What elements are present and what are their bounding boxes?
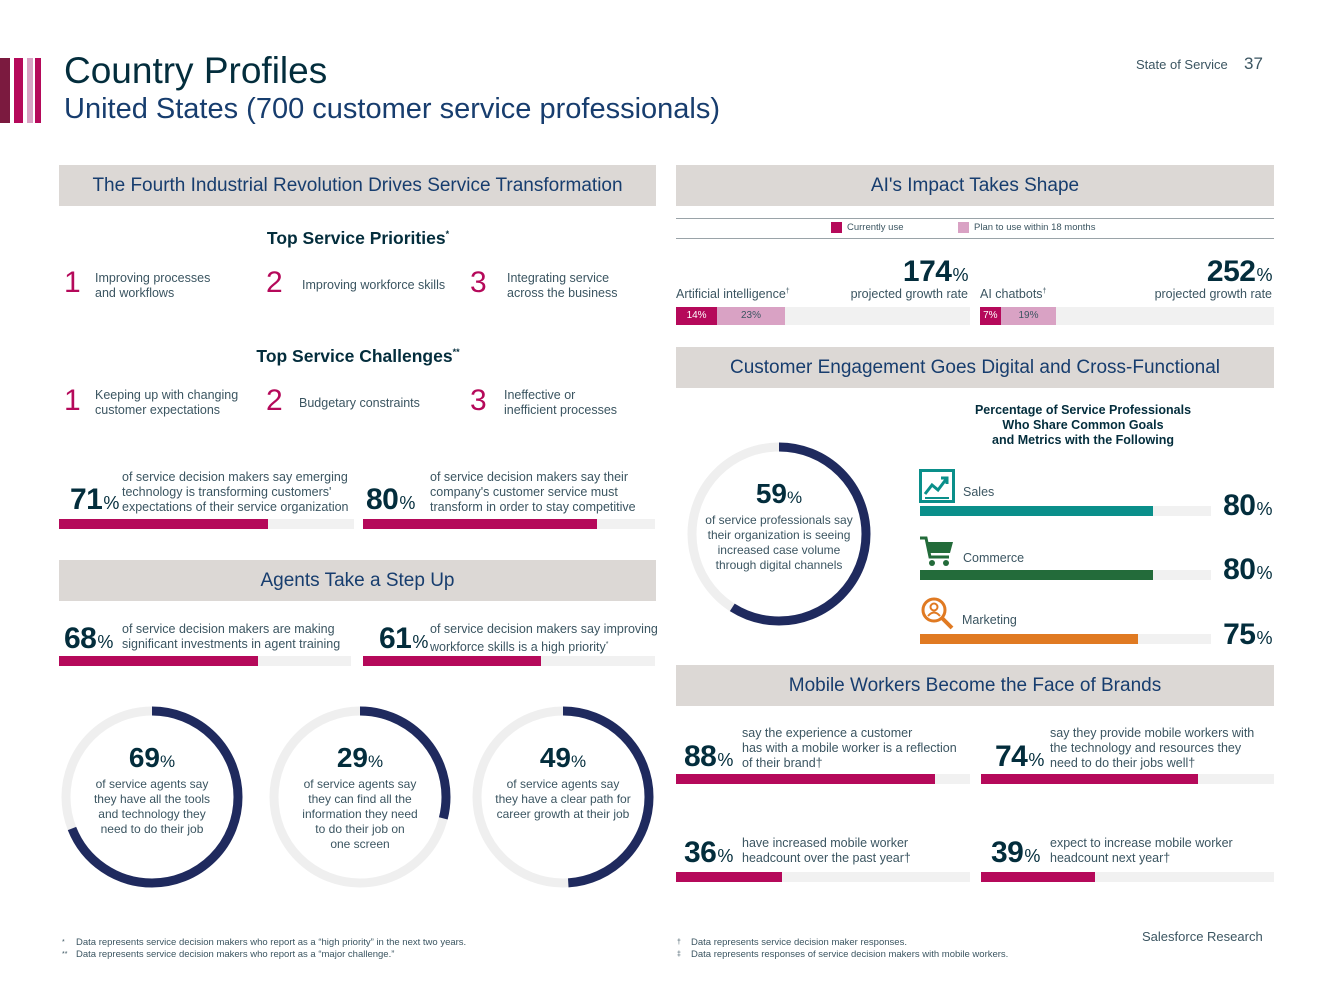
stat-39: 39% expect to increase mobile worker head… <box>981 836 1274 886</box>
page-subtitle: United States (700 customer service prof… <box>64 93 721 125</box>
stat-61: 61% of service decision makers say impro… <box>363 620 658 668</box>
progress-track <box>981 774 1274 784</box>
ai-bar-current: 7% <box>980 307 1001 325</box>
bar-track <box>920 506 1211 516</box>
challenge-3: 3 Ineffective or inefficient processes <box>470 384 618 417</box>
fourth-header: The Fourth Industrial Revolution Drives … <box>59 165 656 206</box>
progress-track <box>363 656 655 666</box>
ai-bar-current: 14% <box>676 307 718 325</box>
progress-track <box>981 872 1274 882</box>
ai-legend-rule-top <box>676 218 1274 219</box>
brand-label: Salesforce Research <box>1142 929 1263 944</box>
stat-80: 80% of service decision makers say their… <box>363 468 655 530</box>
agents-header: Agents Take a Step Up <box>59 560 656 601</box>
ai-legend-rule-bottom <box>676 238 1274 239</box>
ai-bar-track: 23% 14% <box>676 307 970 325</box>
progress-fill <box>59 519 269 529</box>
progress-fill <box>981 872 1096 882</box>
ai-bar-plan: 23% <box>717 307 785 325</box>
page-number: 37 <box>1244 54 1263 73</box>
progress-track <box>676 872 970 882</box>
challenge-2: 2 Budgetary constraints <box>266 384 420 417</box>
progress-track <box>59 519 354 529</box>
stat-36: 36% have increased mobile worker headcoun… <box>676 836 970 886</box>
bar-fill-sales <box>920 506 1153 516</box>
donut-29: 29% of service agents say they can find a… <box>268 705 452 889</box>
bar-fill-commerce <box>920 570 1153 580</box>
priority-1: 1 Improving processes and workflows <box>64 266 211 300</box>
progress-fill <box>676 872 782 882</box>
ai-header: AI's Impact Takes Shape <box>676 165 1274 206</box>
bar-fill-marketing <box>920 634 1139 644</box>
priority-3: 3 Integrating service across the business <box>470 266 618 300</box>
donut-ring <box>687 442 871 626</box>
progress-fill <box>363 519 597 529</box>
bar-sales: Sales 80% <box>919 469 1274 522</box>
bar-track <box>920 570 1211 580</box>
progress-fill <box>676 774 935 784</box>
priorities-title: Top Service Priorities* <box>266 228 450 248</box>
mobile-header: Mobile Workers Become the Face of Brands <box>676 665 1274 706</box>
donut-ring <box>472 706 654 888</box>
progress-track <box>676 774 970 784</box>
accent-bars <box>0 58 42 123</box>
ai-item-chatbots: AI chatbots† 252% projected growth rate … <box>980 255 1274 327</box>
progress-fill <box>981 774 1198 784</box>
donut-69: 69% of service agents say they have all t… <box>60 705 244 889</box>
stat-71: 71% of service decision makers say emerg… <box>59 468 354 530</box>
ai-bar-plan: 19% <box>1000 307 1057 325</box>
bar-track <box>920 634 1211 644</box>
stat-74: 74% say they provide mobile workers with… <box>981 726 1274 788</box>
donut-ring <box>61 706 243 888</box>
magnifier-person-icon <box>921 597 954 630</box>
priority-2: 2 Improving workforce skills <box>266 266 446 299</box>
bars-title: Percentage of Service Professionals Who S… <box>974 403 1192 447</box>
stat-88: 88% say the experience a customer has wit… <box>676 726 970 788</box>
challenges-title: Top Service Challenges** <box>256 346 460 366</box>
stat-68: 68% of service decision makers are makin… <box>59 620 351 668</box>
legend-swatch-current <box>831 222 842 233</box>
progress-track <box>59 656 351 666</box>
footnotes-left: * Data represents service decision makers… <box>62 937 467 960</box>
donut-59: 59% of service professionals say their or… <box>686 441 872 627</box>
footnotes-right: † Data represents service decision maker … <box>677 937 1009 960</box>
challenge-1: 1 Keeping up with changing customer expec… <box>64 384 239 417</box>
shopping-cart-icon <box>920 536 953 566</box>
engagement-header: Customer Engagement Goes Digital and Cro… <box>676 347 1274 388</box>
ai-bar-track: 19% 7% <box>980 307 1274 325</box>
legend-current: Currently use <box>831 222 904 233</box>
bar-commerce: Commerce 80% <box>919 535 1274 587</box>
ai-item-ai: Artificial intelligence† 174% projected … <box>676 255 970 327</box>
section-label: State of Service <box>1136 57 1228 72</box>
legend-plan: Plan to use within 18 months <box>958 222 1095 233</box>
bar-marketing: Marketing 75% <box>919 596 1274 651</box>
progress-fill <box>59 656 258 666</box>
sales-chart-icon <box>919 469 955 503</box>
progress-fill <box>363 656 542 666</box>
donut-49: 49% of service agents say they have a cle… <box>471 705 655 889</box>
progress-track <box>363 519 655 529</box>
page-title: Country Profiles <box>64 50 328 91</box>
legend-swatch-plan <box>958 222 969 233</box>
donut-ring <box>269 706 451 888</box>
